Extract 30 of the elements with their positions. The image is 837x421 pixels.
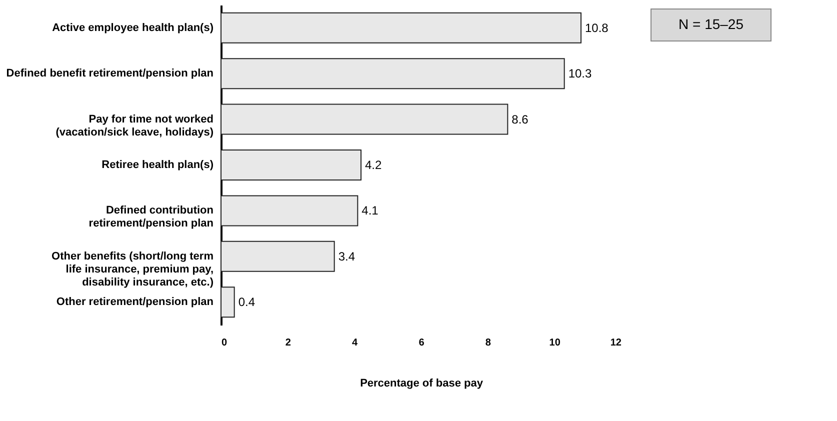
bar <box>220 104 508 135</box>
y-tick-label: Other retirement/pension plan <box>56 296 214 308</box>
y-tick-label: Defined contribution retirement/pension plan <box>88 204 214 230</box>
bar <box>220 12 582 44</box>
x-tick-label: 12 <box>610 338 622 348</box>
x-tick-label: 6 <box>418 338 425 348</box>
x-tick-label: 2 <box>285 338 292 348</box>
data-label: 10.3 <box>568 66 592 81</box>
y-tick-label: Other benefits (short/long term life insurance, premium pay, disability insurance, etc.) <box>52 250 214 288</box>
bar <box>220 58 565 90</box>
data-label: 4.1 <box>362 204 379 218</box>
data-label: 8.6 <box>512 112 529 126</box>
data-label: 4.2 <box>365 158 382 172</box>
x-tick-label: 4 <box>352 338 358 348</box>
bar <box>220 286 235 318</box>
text: N = 15–25 <box>678 16 744 32</box>
data-label: 3.4 <box>338 249 356 264</box>
bar <box>220 195 358 226</box>
bar <box>220 150 362 180</box>
y-tick-label: Defined benefit retirement/pension plan <box>6 68 214 80</box>
data-label: 10.8 <box>585 20 609 35</box>
y-tick-label: Retiree health plan(s) <box>102 159 214 171</box>
x-axis-title: Percentage of base pay <box>360 378 484 390</box>
y-tick-label: Active employee health plan(s) <box>52 22 214 34</box>
bar <box>220 240 335 272</box>
y-tick-label: Pay for time not worked (vacation/sick leave, holidays) <box>56 113 214 138</box>
x-tick-label: 10 <box>549 338 561 348</box>
data-label: 0.4 <box>238 295 256 310</box>
x-tick-label: 0 <box>222 338 228 348</box>
x-tick-label: 8 <box>485 338 492 348</box>
